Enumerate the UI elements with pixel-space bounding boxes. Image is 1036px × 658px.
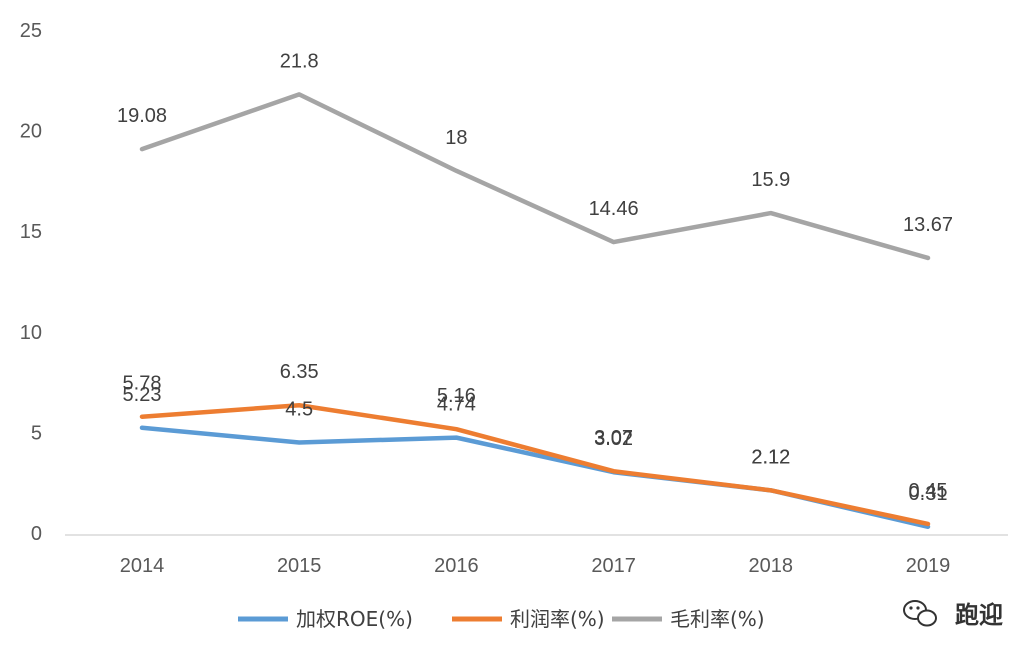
watermark: 跑迎 (903, 600, 1003, 629)
x-tick-label: 2014 (120, 555, 165, 577)
wechat-icon (903, 600, 937, 627)
x-axis-ticks: 2014 2015 2016 2017 2018 2019 (120, 555, 951, 577)
y-tick-label: 5 (31, 422, 42, 444)
legend-label: 毛利率(%) (670, 607, 765, 631)
series-line-3 (139, 92, 931, 261)
data-label: 14.46 (589, 198, 639, 220)
x-tick-label: 2018 (749, 555, 794, 577)
x-tick-label: 2016 (434, 555, 479, 577)
legend-label: 加权ROE(%) (296, 607, 413, 631)
legend-label: 利润率(%) (510, 607, 605, 631)
data-label: 18 (445, 127, 467, 149)
watermark-text: 跑迎 (955, 601, 1003, 629)
series-line-2 (139, 402, 931, 527)
data-label: 13.67 (903, 214, 953, 236)
data-label: 2.12 (751, 446, 790, 468)
data-labels: 5.23 4.5 4.74 3.02 2.12 0.31 5.78 6.35 5.16 3.07 2… (117, 50, 953, 504)
y-tick-label: 20 (20, 121, 42, 143)
data-label: 6.35 (280, 361, 319, 383)
data-label: 4.5 (285, 398, 313, 420)
data-label: 21.8 (280, 50, 319, 72)
data-label: 5.23 (123, 384, 162, 406)
data-label: 4.74 (437, 394, 476, 416)
y-tick-label: 25 (20, 20, 42, 42)
data-label: 5.78 (123, 373, 162, 395)
data-label: 5.16 (437, 385, 476, 407)
data-label: 0.45 (909, 480, 948, 502)
x-tick-label: 2019 (906, 555, 951, 577)
y-axis-ticks: 0 5 10 15 20 25 (20, 20, 42, 545)
x-tick-label: 2017 (591, 555, 636, 577)
y-tick-label: 10 (20, 322, 42, 344)
y-tick-label: 0 (31, 523, 42, 545)
data-label: 15.9 (751, 169, 790, 191)
legend: 加权ROE(%) 利润率(%) 毛利率(%) (238, 607, 765, 631)
y-tick-label: 15 (20, 221, 42, 243)
x-tick-label: 2015 (277, 555, 322, 577)
series-lines (139, 92, 931, 530)
data-label: 19.08 (117, 105, 167, 127)
series-line-1 (139, 425, 931, 530)
data-label: 3.07 (594, 427, 633, 449)
data-label: 2.12 (751, 446, 790, 468)
data-label: 0.31 (909, 483, 948, 505)
data-label: 3.02 (594, 428, 633, 450)
